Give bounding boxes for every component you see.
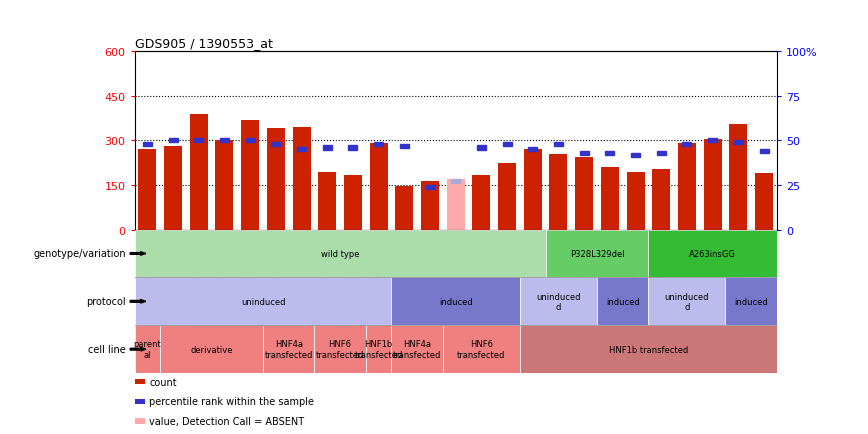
Text: A263insGG: A263insGG [689, 250, 736, 258]
Bar [421, 181, 439, 230]
Text: wild type: wild type [321, 250, 359, 258]
Bar [319, 172, 336, 230]
Bar [648, 278, 726, 326]
Bar [575, 158, 593, 230]
Bar [451, 180, 460, 184]
Text: derivative: derivative [190, 345, 233, 354]
Text: value, Detection Call = ABSENT: value, Detection Call = ABSENT [149, 416, 305, 426]
Bar [601, 168, 619, 230]
Text: HNF4a
transfected: HNF4a transfected [393, 340, 441, 359]
Bar [704, 140, 721, 230]
Bar [648, 230, 777, 278]
Bar [400, 145, 409, 148]
Text: uninduced
d: uninduced d [665, 292, 709, 311]
Bar [520, 278, 597, 326]
Text: GDS905 / 1390553_at: GDS905 / 1390553_at [135, 36, 273, 49]
Text: HNF6
transfected: HNF6 transfected [316, 340, 365, 359]
Bar [161, 326, 263, 373]
Bar [241, 120, 260, 230]
Bar [314, 326, 365, 373]
Bar [657, 151, 666, 155]
Bar [374, 142, 383, 147]
Bar [678, 144, 696, 230]
Bar [143, 142, 152, 147]
Text: uninduced
d: uninduced d [536, 292, 581, 311]
Text: protocol: protocol [86, 297, 126, 306]
Text: genotype/variation: genotype/variation [33, 249, 126, 259]
Bar [391, 326, 443, 373]
Bar [627, 172, 645, 230]
Bar [726, 278, 777, 326]
Bar [135, 278, 391, 326]
Bar [549, 155, 568, 230]
Bar [190, 114, 207, 230]
Bar [443, 326, 520, 373]
Bar [529, 148, 537, 152]
Bar [546, 230, 648, 278]
Text: count: count [149, 377, 177, 387]
Text: induced: induced [606, 297, 640, 306]
Bar [391, 278, 520, 326]
Text: percentile rank within the sample: percentile rank within the sample [149, 397, 314, 406]
Bar [370, 144, 388, 230]
Bar [597, 278, 648, 326]
Text: HNF4a
transfected: HNF4a transfected [265, 340, 312, 359]
Bar [708, 139, 717, 143]
Bar [220, 139, 229, 143]
Bar [755, 174, 773, 230]
Bar [580, 151, 589, 155]
Bar [605, 151, 615, 155]
Bar [523, 150, 542, 230]
Bar [348, 146, 358, 150]
Text: induced: induced [734, 297, 768, 306]
Bar [194, 139, 203, 143]
Bar [652, 169, 670, 230]
Bar [263, 326, 314, 373]
Bar [447, 180, 464, 230]
Bar [293, 128, 311, 230]
Bar [168, 139, 178, 143]
Bar [503, 142, 511, 147]
Bar [729, 125, 747, 230]
Text: HNF1b
transfected: HNF1b transfected [354, 340, 403, 359]
Text: uninduced: uninduced [240, 297, 286, 306]
Bar [760, 150, 768, 154]
Bar [395, 187, 413, 230]
Bar [344, 175, 362, 230]
Bar [477, 146, 486, 150]
Bar [135, 326, 161, 373]
Bar [215, 141, 233, 230]
Bar [272, 142, 280, 147]
Bar [472, 175, 490, 230]
Bar [135, 230, 546, 278]
Bar [266, 129, 285, 230]
Bar [631, 153, 640, 158]
Bar [297, 148, 306, 152]
Bar [554, 142, 563, 147]
Bar [520, 326, 777, 373]
Bar [425, 185, 435, 189]
Bar [138, 150, 156, 230]
Text: cell line: cell line [89, 345, 126, 354]
Text: induced: induced [439, 297, 472, 306]
Bar [323, 146, 332, 150]
Text: HNF6
transfected: HNF6 transfected [457, 340, 505, 359]
Bar [164, 147, 182, 230]
Text: P328L329del: P328L329del [569, 250, 624, 258]
Text: parent
al: parent al [134, 340, 161, 359]
Bar [246, 139, 254, 143]
Bar [733, 141, 743, 145]
Bar [682, 142, 692, 147]
Text: HNF1b transfected: HNF1b transfected [608, 345, 688, 354]
Bar [365, 326, 391, 373]
Bar [498, 163, 516, 230]
